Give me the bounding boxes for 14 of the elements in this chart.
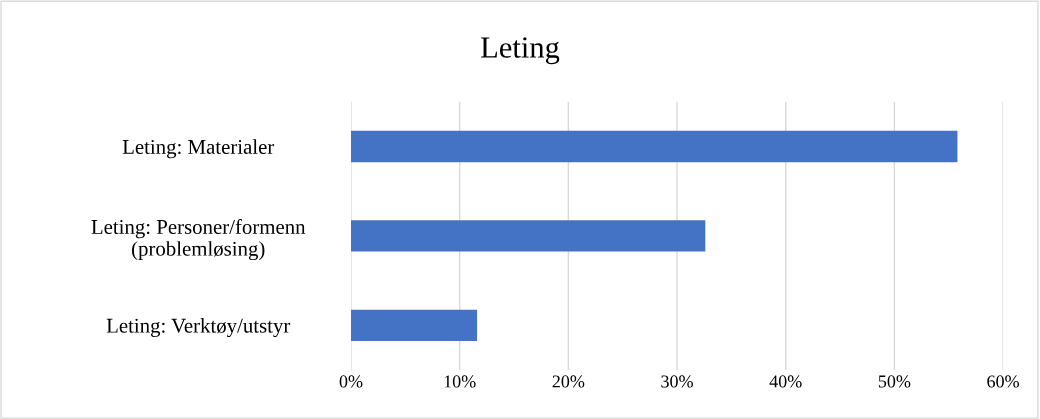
- x-tick-label: 0%: [339, 375, 363, 388]
- x-tick-label: 30%: [661, 375, 693, 388]
- x-tick-label: 50%: [878, 375, 911, 388]
- x-tick-label: 20%: [552, 375, 585, 388]
- chart-title: Leting: [481, 37, 560, 65]
- y-tick-label: Leting: Personer/formenn (problemløsing): [91, 219, 306, 261]
- bar: [351, 220, 706, 252]
- bar: [351, 309, 478, 341]
- x-tick-label: 10%: [444, 375, 476, 388]
- y-tick-label: Leting: Verktøy/utstyr: [106, 318, 291, 338]
- x-tick-label: 40%: [769, 375, 802, 388]
- y-tick-label: Leting: Materialer: [122, 139, 275, 159]
- bar: [351, 130, 958, 163]
- x-tick-label: 60%: [987, 375, 1020, 388]
